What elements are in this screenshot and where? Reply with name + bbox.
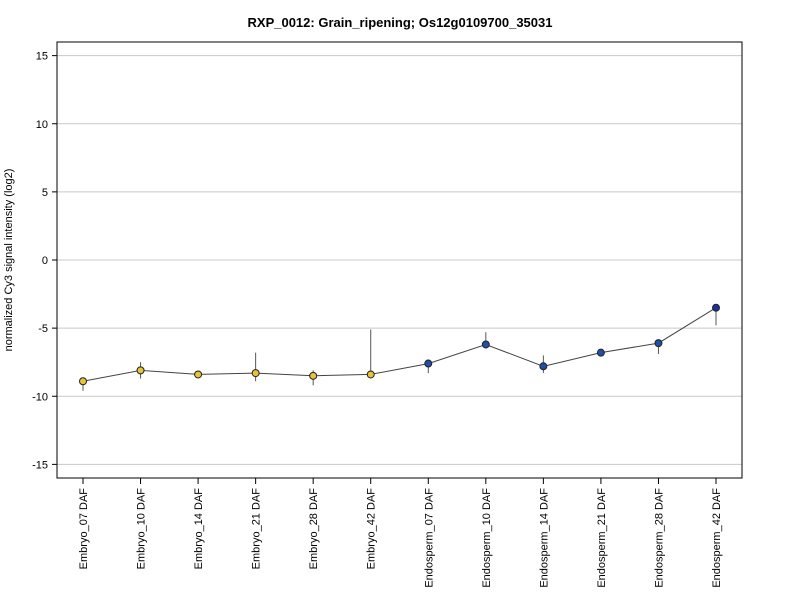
x-tick-label: Endosperm_21 DAF: [596, 488, 608, 588]
data-point: [424, 359, 433, 368]
x-tick-label: Endosperm_14 DAF: [538, 488, 550, 588]
x-tick-label: Embryo_21 DAF: [251, 488, 263, 570]
y-tick-label: -5: [38, 323, 48, 335]
x-tick-label: Embryo_28 DAF: [308, 488, 320, 570]
data-point: [251, 369, 260, 378]
data-point: [366, 370, 375, 379]
data-point: [309, 371, 318, 380]
y-tick-label: 15: [36, 51, 48, 63]
x-tick-label: Embryo_10 DAF: [136, 488, 148, 570]
data-point: [654, 339, 663, 348]
x-tick-label: Embryo_42 DAF: [366, 488, 378, 570]
y-tick-label: -10: [32, 391, 48, 403]
y-tick-label: 10: [36, 119, 48, 131]
data-point: [596, 348, 605, 357]
y-tick-label: 0: [42, 255, 48, 267]
y-tick-label: -15: [32, 459, 48, 471]
data-point: [539, 362, 548, 371]
y-axis: -15 -10 -5 0 5 10 15: [32, 51, 57, 471]
data-point: [712, 303, 720, 312]
data-point: [481, 340, 490, 349]
series-line: [82, 307, 717, 382]
x-axis: Embryo_07 DAF Embryo_10 DAF Embryo_14 DAF E…: [78, 478, 723, 588]
x-tick-label: Endosperm_07 DAF: [423, 488, 435, 588]
y-tick-label: 5: [42, 187, 48, 199]
data-point: [194, 370, 203, 379]
chart-title: RXP_0012: Grain_ripening; Os12g0109700_3…: [248, 15, 553, 30]
x-tick-label: Embryo_07 DAF: [78, 488, 90, 570]
x-tick-label: Embryo_14 DAF: [193, 488, 205, 570]
plot-frame: [56, 41, 743, 479]
data-point: [136, 366, 145, 375]
data-point: [79, 377, 87, 386]
x-tick-label: Endosperm_28 DAF: [653, 488, 665, 588]
y-axis-label: normalized Cy3 signal intensity (log2): [3, 169, 15, 352]
x-tick-label: Endosperm_42 DAF: [711, 488, 723, 588]
data-points: [79, 303, 720, 386]
error-bars: [82, 304, 717, 391]
gridlines: [57, 55, 742, 465]
x-tick-label: Endosperm_10 DAF: [481, 488, 493, 588]
